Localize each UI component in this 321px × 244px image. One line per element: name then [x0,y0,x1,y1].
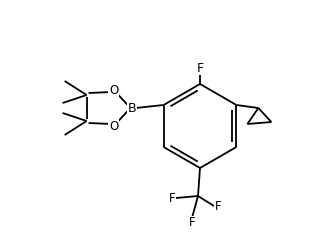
Text: O: O [109,120,118,132]
Text: F: F [169,192,175,204]
Text: F: F [215,200,221,213]
Text: O: O [109,83,118,96]
Text: F: F [189,216,195,230]
Text: B: B [127,102,136,114]
Text: F: F [196,61,204,74]
